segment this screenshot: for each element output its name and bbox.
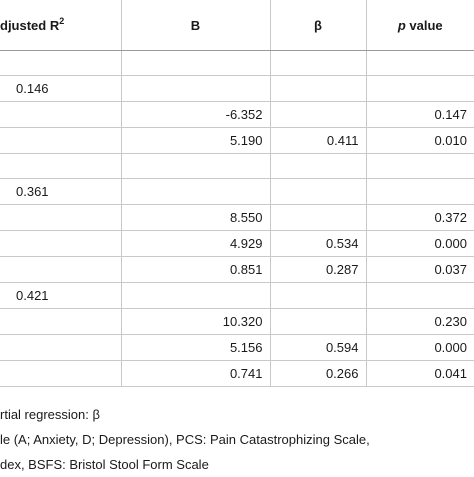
cell-b — [121, 178, 271, 205]
cell-p-value — [366, 178, 474, 205]
cell-p-value: 0.010 — [366, 127, 474, 154]
cell-beta: 0.287 — [270, 256, 367, 283]
footnote-abbreviations-cont: dex, BSFS: Bristol Stool Form Scale — [0, 457, 209, 472]
cell-b — [121, 282, 271, 309]
cell-b — [121, 50, 271, 76]
cell-b: 10.320 — [121, 308, 271, 335]
cell-beta: 0.534 — [270, 230, 367, 257]
cell-p-value: 0.372 — [366, 204, 474, 231]
table-row: 0.741 0.266 0.041 — [0, 360, 474, 387]
table-row — [0, 50, 474, 76]
cell-b: -6.352 — [121, 101, 271, 128]
table-footnotes: rtial regression: β le (A; Anxiety, D; D… — [0, 402, 474, 477]
cell-adjusted-r2 — [0, 101, 122, 128]
table-row: 5.156 0.594 0.000 — [0, 334, 474, 361]
table-row: 4.929 0.534 0.000 — [0, 230, 474, 257]
cell-p-value: 0.041 — [366, 360, 474, 387]
table-row: -6.352 0.147 — [0, 101, 474, 128]
cell-adjusted-r2 — [0, 230, 122, 257]
cell-b — [121, 75, 271, 102]
cell-beta — [270, 50, 367, 76]
regression-table: djusted R2 B β p value 0.146 -6.352 0.147 5… — [0, 0, 474, 387]
cell-b: 5.156 — [121, 334, 271, 361]
cell-adjusted-r2 — [0, 204, 122, 231]
cell-adjusted-r2 — [0, 256, 122, 283]
header-adjusted-r2: djusted R2 — [0, 0, 122, 51]
cell-p-value — [366, 153, 474, 179]
footnote-abbreviations: le (A; Anxiety, D; Depression), PCS: Pai… — [0, 432, 370, 447]
cell-p-value: 0.037 — [366, 256, 474, 283]
cell-beta: 0.594 — [270, 334, 367, 361]
cell-beta: 0.266 — [270, 360, 367, 387]
cell-beta — [270, 204, 367, 231]
table-row: 0.146 — [0, 75, 474, 102]
cell-p-value: 0.000 — [366, 334, 474, 361]
cell-beta — [270, 101, 367, 128]
cell-p-value: 0.230 — [366, 308, 474, 335]
cell-beta — [270, 282, 367, 309]
cell-adjusted-r2 — [0, 308, 122, 335]
table-row: 5.190 0.411 0.010 — [0, 127, 474, 154]
cell-beta — [270, 178, 367, 205]
cell-adjusted-r2 — [0, 334, 122, 361]
cell-p-value — [366, 75, 474, 102]
cell-adjusted-r2: 0.421 — [0, 282, 122, 309]
cell-p-value: 0.000 — [366, 230, 474, 257]
header-b: B — [121, 0, 271, 51]
cell-b: 4.929 — [121, 230, 271, 257]
table-row: 0.421 — [0, 282, 474, 309]
cell-p-value — [366, 282, 474, 309]
cell-b: 0.741 — [121, 360, 271, 387]
header-row: djusted R2 B β p value — [0, 0, 474, 51]
cell-adjusted-r2: 0.361 — [0, 178, 122, 205]
table-row: 8.550 0.372 — [0, 204, 474, 231]
cell-p-value — [366, 50, 474, 76]
table-row: 10.320 0.230 — [0, 308, 474, 335]
cell-adjusted-r2 — [0, 50, 122, 76]
cell-b: 8.550 — [121, 204, 271, 231]
cell-adjusted-r2 — [0, 127, 122, 154]
cell-beta: 0.411 — [270, 127, 367, 154]
table-row — [0, 153, 474, 179]
cell-beta — [270, 75, 367, 102]
cell-beta — [270, 308, 367, 335]
header-p-value: p value — [366, 0, 474, 51]
footnote-regression: rtial regression: β — [0, 407, 100, 422]
cell-beta — [270, 153, 367, 179]
cell-b: 5.190 — [121, 127, 271, 154]
cell-adjusted-r2 — [0, 360, 122, 387]
cell-b — [121, 153, 271, 179]
header-beta: β — [270, 0, 367, 51]
table-row: 0.851 0.287 0.037 — [0, 256, 474, 283]
cell-adjusted-r2: 0.146 — [0, 75, 122, 102]
cell-p-value: 0.147 — [366, 101, 474, 128]
table-row: 0.361 — [0, 178, 474, 205]
cell-b: 0.851 — [121, 256, 271, 283]
cell-adjusted-r2 — [0, 153, 122, 179]
